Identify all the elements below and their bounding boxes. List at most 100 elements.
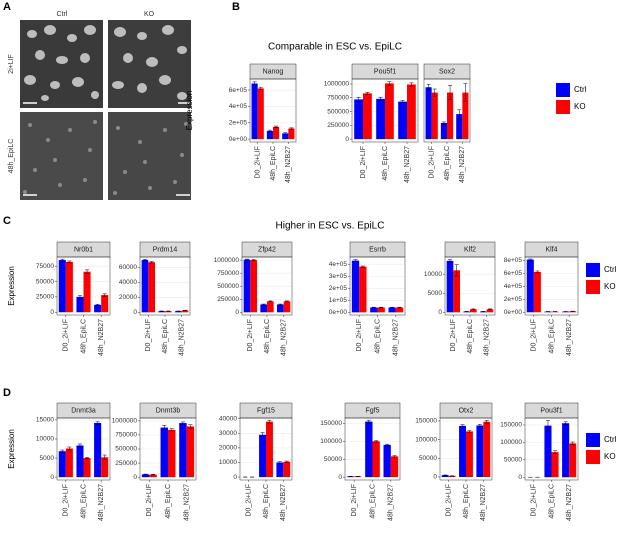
error-bar — [365, 91, 370, 95]
error-bar — [448, 85, 453, 101]
plot-border — [444, 256, 496, 316]
error-bar — [180, 421, 185, 425]
y-tick-label: 0 — [345, 136, 349, 143]
legend-label: Ctrl — [604, 435, 617, 444]
y-tick-label: 500000 — [217, 283, 239, 290]
y-tick-label: 100000 — [320, 438, 342, 445]
y-tick-label: 50000 — [324, 456, 342, 463]
error-bar — [371, 306, 376, 309]
plot-border — [56, 417, 111, 481]
x-tick-label: 48h_N2B27 — [484, 319, 491, 356]
y-tick-label: 60000 — [119, 264, 137, 271]
error-bar — [267, 419, 272, 424]
panel-title: Comparable in ESC vs. EpiLC — [268, 42, 402, 53]
error-bar — [385, 443, 390, 446]
bar — [76, 445, 84, 478]
micrograph-group — [20, 20, 191, 200]
y-axis-label: Expression — [7, 266, 16, 306]
legend-swatch — [586, 280, 600, 294]
bar — [363, 93, 372, 140]
bar — [101, 295, 109, 313]
error-bar — [85, 269, 90, 274]
bar — [398, 101, 407, 140]
error-bar — [426, 84, 431, 91]
bar — [431, 92, 438, 140]
y-tick-label: 0e+00 — [504, 309, 523, 316]
bar — [383, 444, 391, 478]
x-tick-label: D0_2i+LIF — [63, 484, 70, 517]
error-bar — [460, 424, 465, 428]
x-tick-label: D0_2i+LIF — [531, 319, 538, 352]
bar — [569, 443, 577, 478]
panel-letter: C — [3, 215, 11, 227]
error-bar — [467, 430, 472, 433]
error-bar — [77, 295, 82, 299]
y-tick-label: 0 — [133, 474, 137, 481]
bar — [346, 476, 355, 478]
strip-label: Esrrb — [369, 246, 386, 253]
bar — [377, 307, 385, 313]
x-tick-label: 48h_EpiLC — [80, 319, 87, 354]
x-tick-label: 48h_EpiLC — [548, 484, 555, 519]
plot-border — [439, 417, 493, 481]
y-tick-label: 40000 — [219, 415, 237, 422]
bar — [165, 311, 172, 313]
plot-border — [524, 417, 579, 481]
error-bar — [143, 473, 148, 475]
strip-label: Zfp42 — [258, 246, 276, 253]
plot-border — [241, 256, 293, 316]
bar — [141, 474, 150, 478]
bar — [351, 260, 360, 313]
error-bar — [360, 265, 365, 268]
bar — [376, 98, 385, 140]
error-bar — [356, 96, 361, 102]
micrograph — [108, 112, 191, 200]
x-tick-label: 48h_EpiLC — [270, 146, 277, 181]
y-tick-label: 50000 — [419, 455, 437, 462]
x-tick-label: 48h_EpiLC — [444, 146, 451, 181]
plot-border — [423, 78, 471, 143]
y-tick-label: 3e+05 — [329, 273, 348, 280]
y-tick-label: 100000 — [415, 436, 437, 443]
x-tick-label: 48h_N2B27 — [388, 484, 395, 521]
x-tick-label: D0_2i+LIF — [246, 484, 253, 517]
error-bar — [252, 81, 257, 86]
strip-label: Sox2 — [439, 68, 455, 75]
bar — [447, 92, 454, 140]
panel-letter: B — [232, 1, 240, 13]
bar — [562, 423, 570, 478]
row-label: 48h_EpiLC — [8, 139, 15, 174]
legend-label: KO — [604, 282, 616, 291]
x-tick-label: 48h_EpiLC — [463, 484, 470, 519]
error-bar — [149, 261, 154, 264]
error-bar — [188, 424, 193, 429]
bar — [186, 426, 195, 478]
x-tick-label: 48h_EpiLC — [548, 319, 555, 354]
error-bar — [457, 109, 462, 119]
bar — [158, 311, 165, 313]
error-bar — [60, 258, 65, 262]
bar — [266, 421, 273, 478]
x-tick-label: 48h_N2B27 — [280, 484, 287, 521]
strip-label: Pou3f1 — [540, 407, 562, 414]
error-bar — [284, 460, 289, 463]
legend-label: Ctrl — [574, 85, 587, 94]
x-tick-label: 48h_EpiLC — [382, 146, 389, 181]
bar — [277, 304, 284, 313]
bar — [446, 260, 454, 313]
y-tick-label: 50000 — [504, 457, 522, 464]
bar — [179, 423, 187, 478]
bar — [101, 457, 109, 478]
legend-swatch — [586, 263, 600, 277]
error-bar — [274, 125, 279, 128]
error-bar — [102, 293, 107, 297]
y-tick-label: 500000 — [115, 446, 137, 453]
bar — [65, 261, 73, 313]
error-bar — [366, 419, 371, 424]
y-tick-label: 6e+05 — [504, 270, 523, 277]
speckles — [23, 120, 188, 195]
bar — [58, 260, 66, 313]
bar — [250, 260, 257, 313]
error-bar — [77, 443, 82, 448]
y-tick-label: 2e+05 — [504, 296, 523, 303]
